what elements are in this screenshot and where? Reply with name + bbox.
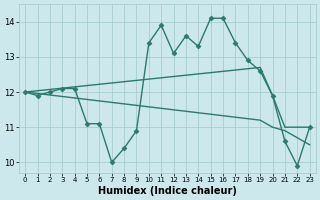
X-axis label: Humidex (Indice chaleur): Humidex (Indice chaleur) [98,186,237,196]
